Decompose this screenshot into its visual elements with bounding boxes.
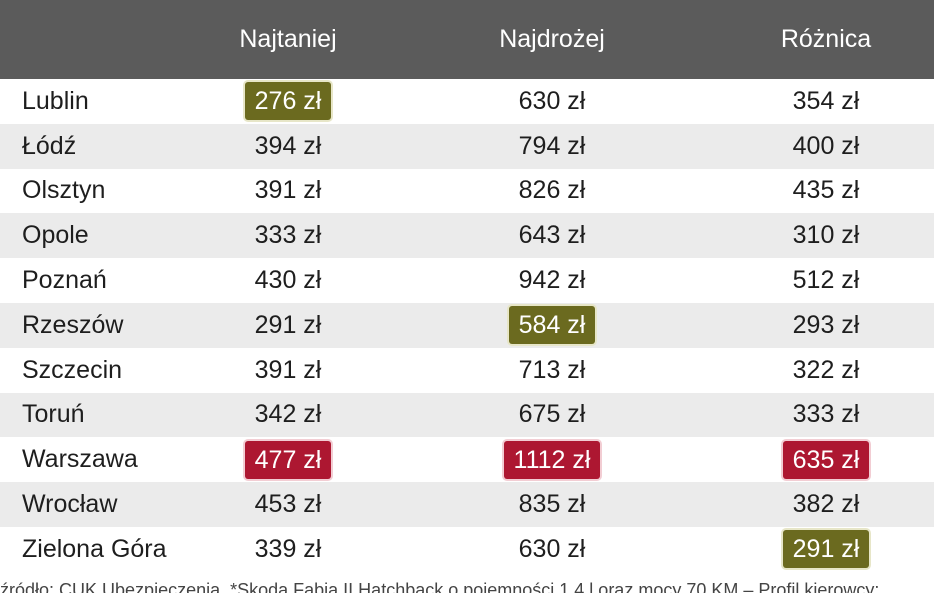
table-row: Toruń 342 zł 675 zł 333 zł (0, 392, 934, 438)
header-most-expensive: Najdrożej (499, 25, 605, 53)
city-name: Poznań (22, 266, 107, 295)
most-expensive-lowest-badge: 584 zł (508, 306, 596, 345)
difference-value: 322 zł (792, 355, 860, 384)
header-cheapest: Najtaniej (239, 25, 337, 53)
table-row: Lublin 276 zł 630 zł 354 zł (0, 79, 934, 124)
city-name: Toruń (22, 400, 85, 429)
city-name: Olsztyn (22, 176, 106, 205)
table-row: Warszawa 477 zł 1112 zł 635 zł (0, 437, 934, 483)
city-name: Szczecin (22, 355, 123, 384)
cheapest-value: 342 zł (254, 400, 322, 429)
cheapest-value: 394 zł (254, 131, 322, 160)
most-expensive-value: 826 zł (518, 176, 586, 205)
table-row: Opole 333 zł 643 zł 310 zł (0, 213, 934, 259)
city-name: Zielona Góra (22, 534, 167, 563)
cheapest-lowest-badge: 276 zł (244, 82, 332, 121)
cheapest-highest-badge: 477 zł (244, 440, 332, 479)
most-expensive-value: 675 zł (518, 400, 586, 429)
cheapest-value: 453 zł (254, 490, 322, 519)
most-expensive-value: 835 zł (518, 490, 586, 519)
table-row: Poznań 430 zł 942 zł 512 zł (0, 258, 934, 303)
most-expensive-value: 713 zł (518, 355, 586, 384)
most-expensive-value: 630 zł (518, 534, 586, 563)
cheapest-value: 339 zł (254, 534, 322, 563)
table-header: Najtaniej Najdrożej Różnica (0, 0, 934, 79)
table-row: Wrocław 453 zł 835 zł 382 zł (0, 482, 934, 527)
difference-value: 333 zł (792, 400, 860, 429)
city-name: Rzeszów (22, 310, 124, 339)
table-row: Łódź 394 zł 794 zł 400 zł (0, 123, 934, 169)
city-name: Opole (22, 221, 89, 250)
difference-value: 382 zł (792, 490, 860, 519)
cheapest-value: 430 zł (254, 266, 322, 295)
cheapest-value: 391 zł (254, 176, 322, 205)
price-comparison-table: Najtaniej Najdrożej Różnica Lublin 276 z… (0, 0, 934, 572)
difference-value: 512 zł (792, 266, 860, 295)
most-expensive-value: 794 zł (518, 131, 586, 160)
cheapest-value: 291 zł (254, 310, 322, 339)
difference-highest-badge: 635 zł (782, 440, 870, 479)
city-name: Wrocław (22, 490, 118, 519)
source-footnote: źródło: CUK Ubezpieczenia. *Skoda Fabia … (0, 580, 880, 593)
header-difference: Różnica (780, 25, 872, 53)
difference-lowest-badge: 291 zł (782, 530, 870, 569)
difference-value: 354 zł (792, 86, 860, 115)
difference-value: 293 zł (792, 310, 860, 339)
most-expensive-value: 630 zł (518, 86, 586, 115)
cheapest-value: 391 zł (254, 355, 322, 384)
city-name: Lublin (22, 86, 89, 115)
most-expensive-highest-badge: 1112 zł (503, 440, 601, 479)
table-row: Szczecin 391 zł 713 zł 322 zł (0, 347, 934, 393)
city-name: Warszawa (22, 445, 138, 474)
table-row: Zielona Góra 339 zł 630 zł 291 zł (0, 526, 934, 572)
difference-value: 435 zł (792, 176, 860, 205)
difference-value: 400 zł (792, 131, 860, 160)
table-row: Rzeszów 291 zł 584 zł 293 zł (0, 302, 934, 348)
difference-value: 310 zł (792, 221, 860, 250)
cheapest-value: 333 zł (254, 221, 322, 250)
table-row: Olsztyn 391 zł 826 zł 435 zł (0, 168, 934, 214)
most-expensive-value: 643 zł (518, 221, 586, 250)
city-name: Łódź (22, 131, 77, 160)
most-expensive-value: 942 zł (518, 266, 586, 295)
